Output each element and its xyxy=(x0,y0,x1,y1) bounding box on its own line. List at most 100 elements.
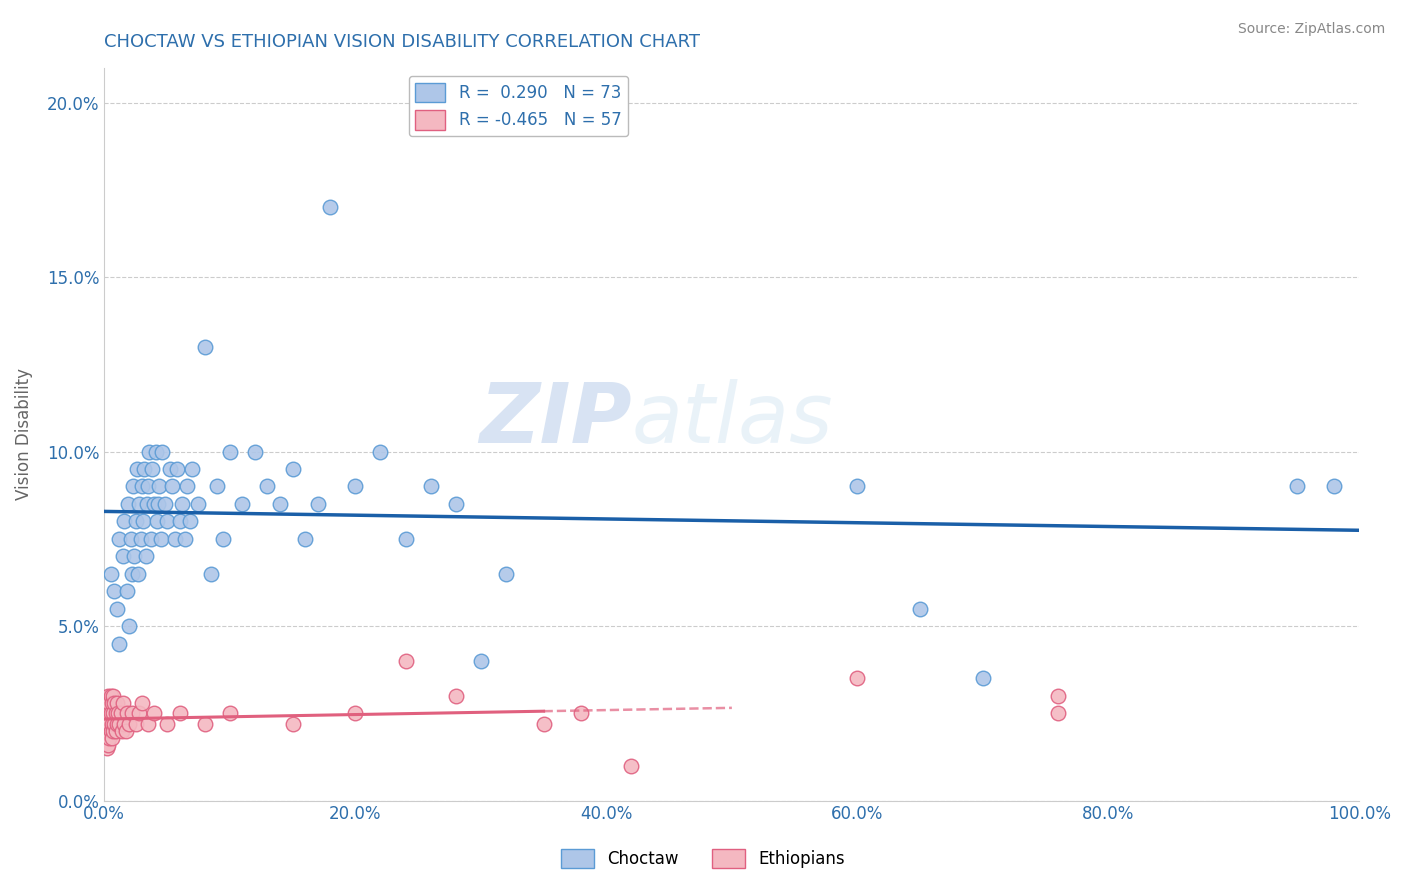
Point xyxy=(205,479,228,493)
Point xyxy=(243,444,266,458)
Point xyxy=(218,444,240,458)
Y-axis label: Vision Disability: Vision Disability xyxy=(15,368,32,500)
Point xyxy=(108,532,131,546)
Point xyxy=(111,723,134,738)
Point xyxy=(131,479,153,493)
Point xyxy=(97,738,120,752)
Point xyxy=(218,706,240,721)
Point xyxy=(100,689,122,703)
Point xyxy=(139,532,162,546)
Point xyxy=(533,716,555,731)
Point xyxy=(110,706,132,721)
Text: atlas: atlas xyxy=(631,379,834,460)
Point xyxy=(908,601,931,615)
Point xyxy=(112,549,135,564)
Point xyxy=(1047,689,1070,703)
Text: ZIP: ZIP xyxy=(479,379,631,460)
Point xyxy=(96,696,118,710)
Point xyxy=(159,462,181,476)
Point xyxy=(176,479,198,493)
Point xyxy=(138,444,160,458)
Legend: Choctaw, Ethiopians: Choctaw, Ethiopians xyxy=(554,842,852,875)
Point xyxy=(444,689,467,703)
Point xyxy=(101,716,124,731)
Point xyxy=(156,716,179,731)
Point xyxy=(194,716,217,731)
Point xyxy=(173,532,195,546)
Point xyxy=(136,497,159,511)
Point xyxy=(124,549,146,564)
Point xyxy=(145,444,167,458)
Point xyxy=(149,532,172,546)
Point xyxy=(100,723,122,738)
Point xyxy=(187,497,209,511)
Point xyxy=(96,723,118,738)
Point xyxy=(194,340,217,354)
Point xyxy=(98,731,121,745)
Point xyxy=(103,696,125,710)
Point xyxy=(101,689,124,703)
Point xyxy=(269,497,291,511)
Legend: R =  0.290   N = 73, R = -0.465   N = 57: R = 0.290 N = 73, R = -0.465 N = 57 xyxy=(409,76,628,136)
Point xyxy=(181,462,204,476)
Point xyxy=(128,497,150,511)
Point xyxy=(281,462,304,476)
Text: Source: ZipAtlas.com: Source: ZipAtlas.com xyxy=(1237,22,1385,37)
Point xyxy=(103,584,125,599)
Point xyxy=(170,497,193,511)
Point xyxy=(846,479,869,493)
Point xyxy=(256,479,278,493)
Point xyxy=(281,716,304,731)
Point xyxy=(97,689,120,703)
Point xyxy=(150,444,173,458)
Point xyxy=(972,672,994,686)
Point xyxy=(1323,479,1346,493)
Point xyxy=(124,515,146,529)
Point xyxy=(124,716,146,731)
Point xyxy=(179,515,201,529)
Point xyxy=(156,515,179,529)
Point xyxy=(143,706,166,721)
Point xyxy=(115,706,138,721)
Point xyxy=(370,444,392,458)
Point xyxy=(104,723,127,738)
Point xyxy=(94,731,117,745)
Point xyxy=(1047,706,1070,721)
Point xyxy=(112,515,135,529)
Point xyxy=(105,696,128,710)
Point xyxy=(169,515,191,529)
Point xyxy=(97,706,120,721)
Point xyxy=(470,654,492,668)
Point xyxy=(101,731,124,745)
Point xyxy=(495,566,517,581)
Point xyxy=(166,462,188,476)
Point xyxy=(117,497,139,511)
Point xyxy=(114,723,136,738)
Point xyxy=(135,549,157,564)
Point xyxy=(115,584,138,599)
Point xyxy=(100,566,122,581)
Point xyxy=(105,601,128,615)
Point xyxy=(101,696,124,710)
Point xyxy=(127,566,149,581)
Point xyxy=(121,566,143,581)
Point xyxy=(132,515,155,529)
Point xyxy=(1285,479,1308,493)
Point xyxy=(108,636,131,650)
Point xyxy=(100,706,122,721)
Point xyxy=(136,479,159,493)
Point xyxy=(94,716,117,731)
Point xyxy=(98,716,121,731)
Point xyxy=(294,532,316,546)
Text: CHOCTAW VS ETHIOPIAN VISION DISABILITY CORRELATION CHART: CHOCTAW VS ETHIOPIAN VISION DISABILITY C… xyxy=(104,33,700,51)
Point xyxy=(131,696,153,710)
Point xyxy=(163,532,186,546)
Point xyxy=(136,716,159,731)
Point xyxy=(112,696,135,710)
Point xyxy=(122,479,145,493)
Point xyxy=(121,706,143,721)
Point xyxy=(96,741,118,756)
Point xyxy=(94,706,117,721)
Point xyxy=(118,619,141,633)
Point xyxy=(104,706,127,721)
